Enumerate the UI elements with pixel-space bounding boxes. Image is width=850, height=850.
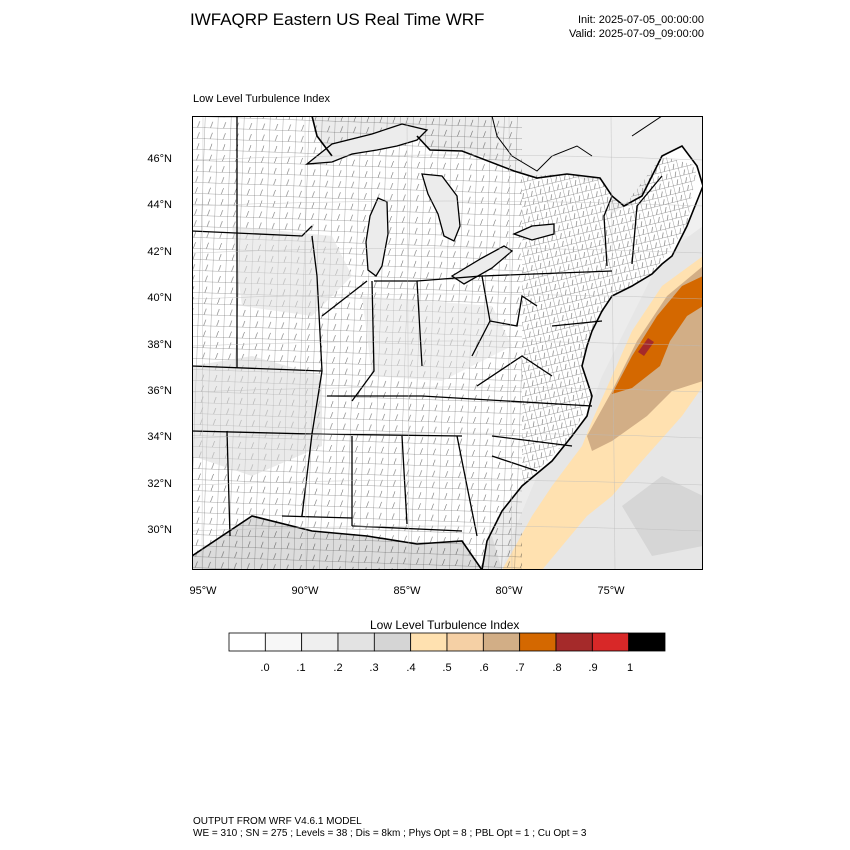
lat-label: 46°N: [147, 153, 172, 165]
lat-label: 30°N: [147, 524, 172, 536]
east-coastline: [481, 185, 703, 570]
lat-label: 38°N: [147, 339, 172, 351]
model-config: WE = 310 ; SN = 275 ; Levels = 38 ; Dis …: [193, 828, 587, 839]
lon-label: 75°W: [597, 585, 625, 597]
lon-label: 80°W: [495, 585, 523, 597]
lon-label: 90°W: [291, 585, 319, 597]
model-version: OUTPUT FROM WRF V4.6.1 MODEL: [193, 816, 362, 827]
lat-label: 34°N: [147, 431, 172, 443]
colorbar-label: .2: [333, 662, 343, 674]
lat-label: 40°N: [147, 292, 172, 304]
lake-erie: [450, 245, 514, 285]
colorbar-label: .5: [442, 662, 452, 674]
colorbar-label: .1: [296, 662, 306, 674]
turbulence-map: [192, 116, 703, 570]
us-canada-border: [192, 116, 703, 207]
lon-label: 85°W: [393, 585, 421, 597]
colorbar-cell: [482, 632, 521, 652]
run-times: Init: 2025-07-05_00:00:00 Valid: 2025-07…: [569, 13, 704, 41]
lake-ontario: [512, 223, 555, 241]
lake-michigan: [365, 197, 389, 277]
lat-label: 42°N: [147, 246, 172, 258]
colorbar-label: .8: [552, 662, 562, 674]
midwest-grey-shading: [192, 356, 322, 476]
state-borders: [192, 116, 663, 537]
colorbar-cell: [591, 632, 630, 652]
colorbar-cell: [337, 632, 375, 652]
colorbar-cell: [519, 632, 557, 652]
lat-label: 44°N: [147, 199, 172, 211]
colorbar-label: .4: [406, 662, 416, 674]
turbulence-orange-core: [612, 276, 703, 394]
valid-time: Valid: 2025-07-09_09:00:00: [569, 28, 704, 40]
iowa-grey-shading: [232, 226, 352, 316]
lat-label: 32°N: [147, 478, 172, 490]
lake-huron: [421, 173, 461, 242]
atlantic-grey-patch: [622, 476, 703, 556]
graticule: [192, 116, 703, 570]
turbulence-red-spot: [638, 338, 654, 356]
county-lines-east: [522, 156, 697, 486]
gulf-coastline: [192, 515, 483, 570]
lon-label: 95°W: [189, 585, 217, 597]
colorbar: [228, 632, 666, 652]
colorbar-cell: [301, 632, 339, 652]
map-frame: [192, 116, 703, 570]
colorbar-label: .9: [588, 662, 598, 674]
colorbar-cell: [628, 632, 666, 652]
init-time: Init: 2025-07-05_00:00:00: [578, 14, 704, 26]
colorbar-label: .7: [515, 662, 525, 674]
colorbar-cell: [228, 632, 266, 652]
ohio-valley-shading: [362, 296, 512, 381]
lat-label: 36°N: [147, 385, 172, 397]
colorbar-title: Low Level Turbulence Index: [370, 618, 520, 632]
colorbar-cell: [446, 632, 484, 652]
colorbar-label: .0: [260, 662, 270, 674]
page-title: IWFAQRP Eastern US Real Time WRF: [190, 10, 485, 29]
colorbar-label: 1: [626, 662, 634, 674]
map-subtitle: Low Level Turbulence Index: [193, 93, 330, 105]
colorbar-cell: [373, 632, 412, 652]
lake-superior: [304, 123, 429, 165]
canada-coast: [491, 116, 663, 172]
colorbar-label: .6: [479, 662, 489, 674]
colorbar-cell: [264, 632, 303, 652]
colorbar-cell: [410, 632, 448, 652]
colorbar-label: .3: [369, 662, 379, 674]
model-info: OUTPUT FROM WRF V4.6.1 MODEL WE = 310 ; …: [193, 816, 586, 840]
colorbar-cell: [555, 632, 593, 652]
